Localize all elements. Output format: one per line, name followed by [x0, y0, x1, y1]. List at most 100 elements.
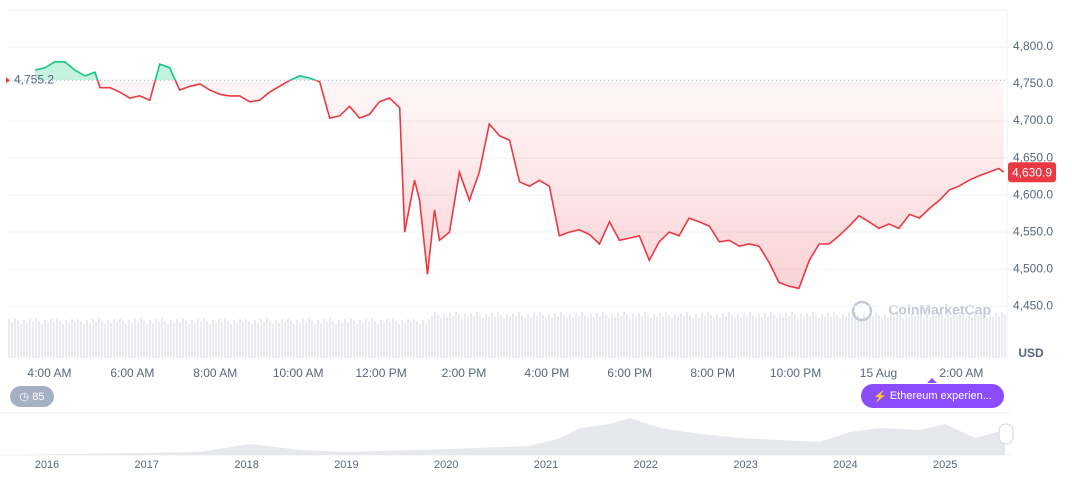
volume-bar — [446, 317, 448, 358]
volume-bar — [11, 322, 13, 358]
volume-bar — [281, 319, 283, 358]
volume-bar — [479, 315, 481, 358]
volume-bar — [95, 322, 97, 358]
volume-bar — [542, 315, 544, 358]
volume-bar — [926, 314, 928, 358]
volume-bar — [851, 316, 853, 358]
volume-bar — [122, 321, 124, 358]
volume-bar — [347, 322, 349, 358]
volume-bar — [176, 319, 178, 358]
volume-bar — [752, 315, 754, 358]
volume-bar — [92, 319, 94, 358]
volume-bar — [50, 319, 52, 358]
volume-bar — [941, 315, 943, 358]
volume-bar — [773, 315, 775, 358]
event-button[interactable]: ⚡ Ethereum experien... — [861, 384, 1004, 408]
volume-bar — [893, 316, 895, 358]
volume-bar — [929, 317, 931, 358]
volume-bar — [998, 316, 1000, 358]
volume-bar — [695, 314, 697, 358]
volume-bar — [632, 314, 634, 358]
volume-bar — [944, 318, 946, 358]
volume-bar — [236, 323, 238, 358]
alerts-button[interactable]: ◷ 85 — [10, 386, 54, 407]
volume-bar — [839, 318, 841, 358]
volume-bar — [449, 313, 451, 358]
volume-bar — [506, 314, 508, 358]
volume-bar — [23, 320, 25, 358]
volume-bar — [461, 318, 463, 358]
volume-bar — [47, 323, 49, 358]
volume-bar — [830, 316, 832, 358]
volume-bar — [98, 318, 100, 358]
volume-bar — [680, 313, 682, 358]
volume-bar — [647, 315, 649, 358]
volume-bar — [668, 315, 670, 358]
volume-bar — [275, 320, 277, 358]
volume-bar — [221, 322, 223, 358]
y-tick-label: 4,500.0 — [1013, 261, 1053, 275]
volume-bar — [326, 322, 328, 358]
volume-bar — [170, 320, 172, 358]
y-tick-label: 4,600.0 — [1013, 187, 1053, 201]
volume-bar — [764, 313, 766, 358]
volume-bar — [191, 320, 193, 358]
volume-bar — [653, 314, 655, 358]
volume-bar — [488, 317, 490, 358]
volume-bar — [608, 318, 610, 358]
volume-bar — [182, 318, 184, 358]
volume-bar — [293, 324, 295, 358]
volume-bar — [872, 316, 874, 358]
nav-year-label: 2023 — [733, 459, 757, 471]
volume-bar — [266, 318, 268, 358]
volume-bar — [560, 312, 562, 358]
volume-bar — [749, 312, 751, 358]
volume-bar — [452, 316, 454, 358]
volume-bar — [755, 318, 757, 358]
volume-bar — [83, 324, 85, 358]
x-tick-label: 2:00 PM — [442, 366, 487, 380]
volume-bar — [701, 313, 703, 358]
nav-handle[interactable] — [998, 423, 1014, 445]
volume-bar — [587, 318, 589, 358]
volume-bar — [389, 322, 391, 358]
volume-bar — [491, 313, 493, 358]
volume-bar — [485, 314, 487, 358]
volume-bar — [329, 318, 331, 358]
volume-bar — [404, 323, 406, 358]
volume-bar — [821, 314, 823, 358]
volume-bar — [86, 320, 88, 358]
volume-bar — [548, 314, 550, 358]
volume-bar — [278, 323, 280, 358]
volume-bar — [581, 312, 583, 358]
volume-bar — [305, 322, 307, 358]
x-tick-label: 4:00 PM — [525, 366, 570, 380]
volume-bar — [209, 324, 211, 358]
volume-bar — [59, 321, 61, 358]
volume-bar — [341, 323, 343, 358]
volume-bar — [194, 323, 196, 358]
volume-bar — [917, 312, 919, 358]
volume-bar — [809, 316, 811, 358]
volume-bar — [104, 324, 106, 358]
volume-bar — [884, 314, 886, 358]
volume-bar — [611, 314, 613, 358]
volume-bar — [734, 318, 736, 358]
volume-bar — [107, 320, 109, 358]
volume-bar — [665, 312, 667, 358]
x-tick-label: 6:00 PM — [607, 366, 652, 380]
y-tick-label: 4,650.0 — [1013, 150, 1053, 164]
volume-bar — [1001, 312, 1003, 358]
volume-bar — [8, 319, 10, 358]
volume-bar — [635, 317, 637, 358]
volume-bar — [89, 323, 91, 358]
volume-bar — [521, 315, 523, 358]
volume-bar — [563, 315, 565, 358]
volume-bar — [314, 324, 316, 358]
volume-bar — [188, 324, 190, 358]
volume-bar — [368, 322, 370, 358]
volume-bar — [590, 314, 592, 358]
volume-bar — [731, 315, 733, 358]
volume-bar — [233, 320, 235, 358]
